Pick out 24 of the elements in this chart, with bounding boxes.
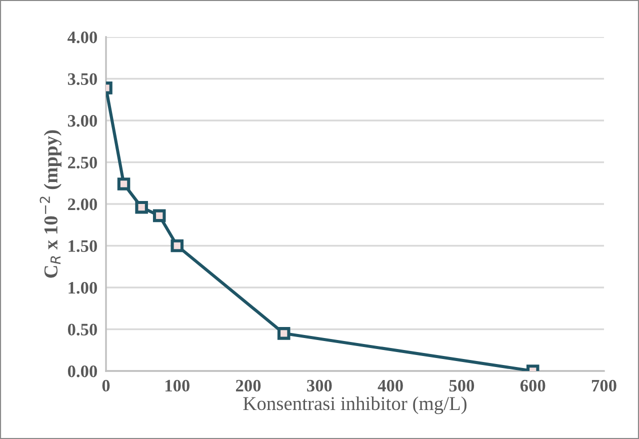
y-tick-label: 1.50 [68,240,98,252]
y-tick-label: 0.00 [68,365,98,378]
x-axis-title: Konsentrasi inhibitor (mg/L) [243,396,466,414]
x-tick-label: 600 [520,380,546,392]
point [117,178,130,190]
x-tick-label: 400 [378,380,403,392]
point [135,200,148,214]
y-tick-label: 1.00 [68,282,98,294]
x-tick-label: 200 [236,380,261,392]
x-tick-label: 100 [166,380,190,392]
x-tick-label: 300 [307,380,332,392]
y-tick-label: 0.50 [68,324,98,336]
y-tick-label: 3.50 [68,73,98,86]
x-tick-label: 500 [449,380,474,392]
y-tick-label: 3.00 [68,114,98,127]
y-axis-title: C$_{R}$ x 10$^{−2}$ (mppy) [40,130,62,278]
point [170,239,184,252]
x-tick-label: 0 [102,380,110,392]
point [277,327,290,340]
y-tick-label: 4.00 [68,31,98,44]
y-tick-label: 2.00 [68,198,98,210]
x-tick-label: 700 [592,380,616,392]
y-tick-label: 2.50 [68,156,98,169]
point [152,209,166,222]
